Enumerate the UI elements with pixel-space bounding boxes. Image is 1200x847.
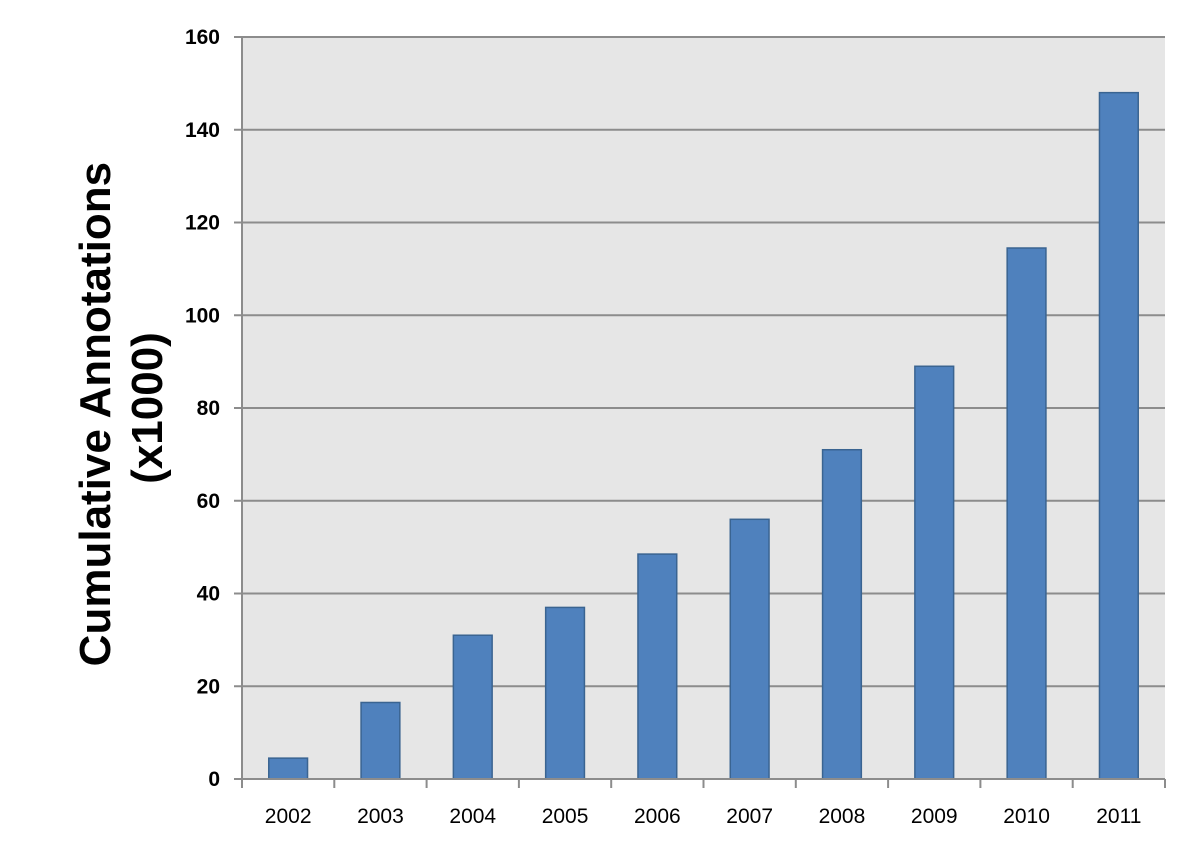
y-axis-ticks: 0 20 40 60 80 100 120 140 160 (185, 26, 242, 791)
y-tick-label: 60 (197, 490, 220, 513)
bars (268, 91, 1139, 780)
x-tick-label: 2003 (357, 805, 404, 828)
gridlines (242, 36, 1165, 688)
y-tick-label: 40 (197, 583, 220, 606)
y-tick-label: 140 (185, 119, 220, 142)
y-tick-label: 20 (197, 675, 220, 698)
y-tick-label: 0 (208, 768, 220, 791)
x-tick-label: 2008 (819, 805, 866, 828)
y-tick-label: 100 (185, 304, 220, 327)
bar-2004 (452, 634, 493, 780)
bar-2010 (1006, 247, 1047, 780)
x-tick-label: 2009 (911, 805, 958, 828)
bar-2011 (1098, 91, 1139, 780)
bar-2006 (637, 553, 678, 780)
y-axis-label-line-2: (x1000) (123, 332, 172, 484)
x-tick-label: 2006 (634, 805, 681, 828)
y-tick-label: 160 (185, 26, 220, 49)
x-axis-ticks: 2002 2003 2004 2005 2006 2007 2008 2009 2010 2011 (241, 779, 1166, 828)
x-tick-label: 2011 (1096, 805, 1141, 828)
x-tick-label: 2007 (726, 805, 773, 828)
bar-2005 (544, 606, 586, 780)
x-tick-label: 2005 (542, 805, 589, 828)
y-tick-label: 120 (185, 212, 220, 235)
bar-2002 (268, 757, 309, 780)
bar-2008 (821, 448, 863, 780)
bar-2003 (360, 701, 401, 780)
y-axis-label: Cumulative Annotations (x1000) (71, 150, 172, 667)
x-tick-label: 2004 (449, 805, 496, 828)
bar-2009 (914, 365, 955, 780)
y-tick-label: 80 (197, 397, 220, 420)
x-tick-label: 2002 (265, 805, 312, 828)
bar-2007 (729, 518, 770, 780)
y-axis-label-line-1: Cumulative Annotations (71, 162, 120, 666)
x-tick-label: 2010 (1003, 805, 1050, 828)
